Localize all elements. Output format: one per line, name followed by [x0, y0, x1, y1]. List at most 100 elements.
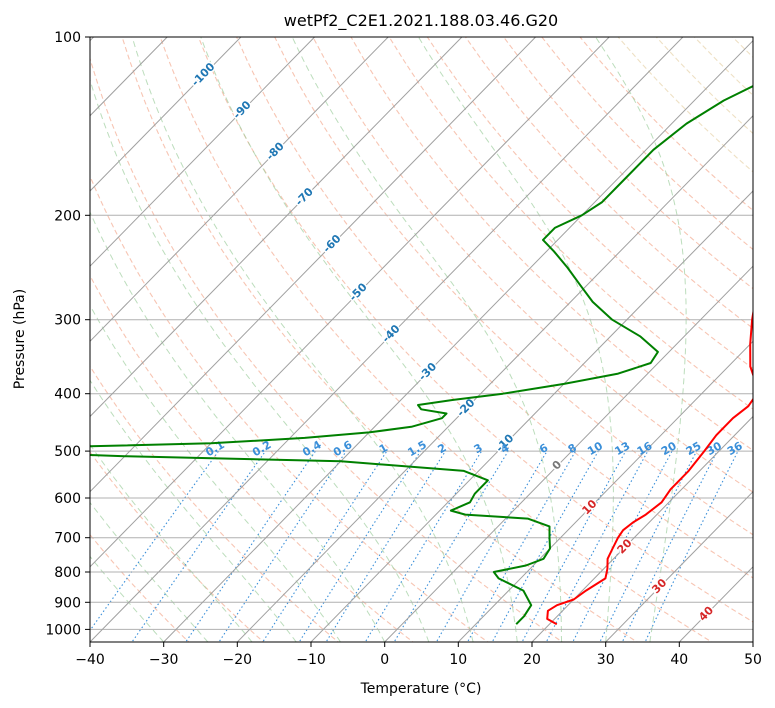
dry-adiabat	[503, 37, 753, 290]
isotherm-line	[457, 340, 753, 642]
isotherm-line	[236, 115, 753, 642]
x-tick-label: −40	[75, 652, 105, 668]
dry-adiabat	[312, 37, 753, 493]
profile-series	[90, 85, 753, 626]
dry-adiabat	[121, 37, 639, 642]
y-tick-label: 800	[54, 565, 81, 581]
plot-frame	[89, 36, 754, 643]
y-tick-label: 200	[54, 208, 81, 224]
moist-adiabat	[200, 37, 518, 642]
x-tick-label: −20	[223, 652, 253, 668]
moist-adiabat	[90, 210, 386, 642]
mixing-ratio-label: 10	[585, 439, 605, 458]
mixing-ratio-label: 16	[635, 439, 655, 458]
x-tick-label: 0	[380, 652, 389, 668]
mixing-ratio-line	[262, 450, 388, 642]
moist-adiabat	[595, 37, 687, 642]
isotherm-line	[90, 37, 389, 343]
dry-adiabat	[541, 37, 753, 251]
mixing-ratio-line	[491, 450, 599, 642]
dry-adiabat	[90, 365, 340, 642]
mixing-ratio-line	[545, 450, 649, 642]
y-tick-label: 700	[54, 531, 81, 547]
dry-adiabat	[388, 37, 753, 410]
mixing-ratio-line	[218, 450, 347, 642]
isotherm-line	[752, 641, 753, 642]
mixing-ratio-label: 6	[537, 441, 550, 456]
mixing-ratio-label: 0.4	[300, 438, 324, 459]
moist-adiabat	[90, 78, 430, 642]
dry-adiabat	[732, 37, 753, 59]
y-axis: 100 200 300 400 500 600 700 800 900 1000	[45, 30, 90, 638]
isotherm-label: -80	[264, 139, 287, 163]
isotherm-gridlines	[90, 37, 753, 642]
isotherm-label: -30	[416, 360, 439, 384]
y-tick-label: 100	[54, 30, 81, 46]
isotherm-line	[163, 39, 753, 642]
mixing-ratio-line	[185, 450, 316, 642]
dry-adiabat	[90, 174, 489, 642]
mixing-ratio-labels: 0.1 0.2 0.4 0.6 1 1.5 2 3 4 6 8 10 13 16 20 25 30 36	[203, 438, 745, 459]
mixing-ratio-label: 20	[659, 439, 679, 458]
mixing-ratio-label: 1	[377, 441, 390, 456]
moist-adiabat	[291, 37, 562, 642]
x-tick-label: −30	[149, 652, 179, 668]
y-tick-label: 500	[54, 444, 81, 460]
isotherm-line	[90, 37, 242, 192]
mixing-ratio-line	[298, 450, 422, 642]
dry-adiabat	[426, 37, 753, 370]
isotherm-line	[531, 415, 753, 642]
mixing-ratio-line	[572, 450, 673, 642]
isotherm-line	[90, 37, 315, 267]
x-tick-label: 50	[744, 652, 762, 668]
dry-adiabat	[274, 37, 753, 536]
isotherm-label: 40	[696, 603, 716, 623]
moist-adiabat	[90, 501, 209, 642]
moist-adiabat	[131, 37, 474, 642]
mixing-ratio-line	[466, 450, 577, 642]
isotherm-line	[384, 265, 753, 642]
y-tick-label: 400	[54, 387, 81, 403]
isotherm-label: -50	[347, 280, 370, 304]
y-tick-label: 900	[54, 595, 81, 611]
mixing-ratio-label: 3	[472, 441, 485, 456]
isotherm-label: -40	[380, 322, 403, 346]
x-axis-label: Temperature (°C)	[360, 681, 482, 697]
x-tick-label: 20	[523, 652, 541, 668]
plot-area: -100-90-80-70-60-50-40-30-20-10010203040…	[90, 37, 775, 644]
y-axis-label: Pressure (hPa)	[12, 289, 28, 389]
x-tick-label: 30	[597, 652, 615, 668]
dry-adiabat	[694, 37, 753, 96]
x-tick-label: 10	[449, 652, 467, 668]
isotherm-line	[605, 490, 753, 642]
moist-adiabat	[90, 555, 165, 642]
isotherm-label: -90	[231, 98, 254, 122]
mixing-ratio-line	[435, 450, 548, 642]
dry-adiabat	[90, 533, 190, 642]
y-tick-label: 1000	[45, 622, 81, 638]
dry-adiabat	[771, 37, 775, 644]
x-tick-label: −10	[296, 652, 326, 668]
isotherm-label: -60	[320, 232, 343, 256]
dry-adiabat	[90, 274, 414, 642]
mixing-ratio-label: 0.6	[331, 438, 355, 459]
mixing-ratio-label: 2	[435, 441, 448, 456]
isotherm-line	[90, 37, 536, 493]
mixing-ratio-line	[325, 450, 446, 642]
dry-adiabat	[236, 37, 753, 579]
isotherm-label: -70	[293, 185, 316, 209]
isotherm-label: -100	[189, 60, 218, 89]
mixing-ratio-line	[521, 450, 627, 642]
isotherm-line	[90, 37, 684, 642]
temperature-profile	[546, 308, 753, 626]
mixing-ratio-label: 13	[613, 439, 633, 458]
dry-adiabat	[159, 37, 713, 642]
y-tick-label: 300	[54, 313, 81, 329]
mixing-ratio-label: 1.5	[406, 438, 429, 459]
dry-adiabat	[655, 37, 753, 135]
isotherm-line	[310, 190, 753, 642]
isotherm-line	[678, 566, 753, 642]
chart-title: wetPf2_C2E1.2021.188.03.46.G20	[284, 11, 558, 31]
